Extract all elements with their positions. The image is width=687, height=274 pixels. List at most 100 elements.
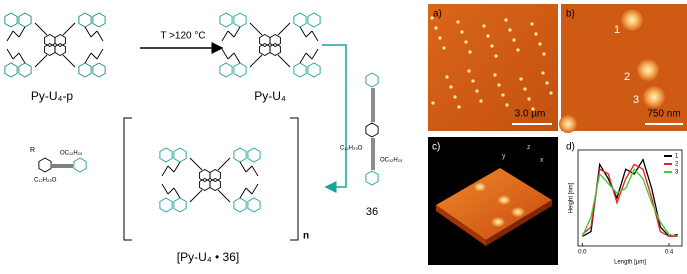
bond	[161, 183, 169, 195]
bond	[84, 26, 92, 38]
axis-letter: y	[502, 153, 506, 160]
bond	[245, 187, 253, 195]
afm-dot	[438, 36, 442, 40]
ring	[247, 197, 261, 213]
spot-label: 2	[624, 71, 630, 83]
bond	[239, 161, 247, 173]
ring	[173, 197, 187, 213]
ring	[219, 62, 233, 78]
side-chain: C₁₂H₂₅O	[34, 178, 57, 184]
ring	[269, 42, 281, 57]
afm-dot	[442, 46, 446, 50]
ring	[365, 170, 379, 186]
afm-dot	[501, 93, 505, 97]
ring	[4, 62, 18, 78]
ring	[44, 33, 56, 48]
afm-surface-edge	[436, 205, 486, 246]
afm-dot	[530, 22, 534, 26]
bond	[6, 48, 14, 60]
bond	[299, 26, 307, 38]
ring	[199, 177, 211, 192]
ring	[269, 33, 281, 48]
guest-label: 36	[366, 206, 378, 218]
afm-particle	[473, 182, 487, 192]
ring	[209, 177, 221, 192]
x-tick-label: 0.0	[578, 250, 587, 256]
scale-label: 750 nm	[647, 109, 680, 120]
bracket-right	[290, 117, 299, 241]
bond	[62, 22, 76, 36]
bond	[96, 30, 104, 42]
afm-dot	[468, 50, 472, 54]
profile-line	[581, 168, 678, 238]
side-chain: OC₁₂H₂₅	[380, 158, 403, 164]
bond	[62, 54, 76, 68]
ring	[78, 62, 92, 78]
afm-dot	[516, 48, 520, 52]
afm-dot	[471, 79, 475, 83]
afm-dot	[493, 73, 497, 77]
ring	[159, 197, 173, 213]
bond	[34, 54, 48, 68]
ring	[92, 62, 106, 78]
bond	[249, 54, 263, 68]
ring	[233, 147, 247, 163]
panel-label: c)	[432, 142, 440, 153]
x-axis-label: Length [µm]	[614, 260, 646, 266]
afm-dot	[541, 71, 545, 75]
bond	[189, 157, 203, 171]
bond	[251, 165, 259, 177]
ring	[4, 12, 18, 28]
bond	[167, 165, 175, 173]
bond	[305, 52, 313, 60]
afm-dot	[430, 16, 434, 20]
afm-dot	[504, 18, 508, 22]
afm-dot	[479, 99, 483, 103]
ring	[209, 168, 221, 183]
afm-particle	[621, 9, 643, 31]
panel-label: d)	[566, 142, 575, 153]
end-group: R	[30, 147, 35, 154]
bond	[227, 30, 235, 38]
ring	[219, 12, 233, 28]
afm-image-a	[428, 4, 558, 131]
legend-label: 3	[675, 170, 679, 176]
ring	[233, 62, 247, 78]
afm-particle	[637, 59, 659, 81]
afm-particle	[497, 195, 511, 205]
bond	[239, 187, 247, 199]
bond	[221, 48, 229, 60]
bond	[311, 30, 319, 42]
ring	[365, 72, 379, 88]
afm-particle	[511, 207, 525, 217]
ring	[293, 62, 307, 78]
afm-dot	[456, 20, 460, 24]
afm-dot	[482, 24, 486, 28]
ring	[44, 42, 56, 57]
ring	[173, 147, 187, 163]
afm-dot	[490, 44, 494, 48]
afm-dot	[534, 32, 538, 36]
bond	[18, 26, 26, 38]
ring	[293, 12, 307, 28]
afm-dot	[475, 89, 479, 93]
bond	[18, 52, 26, 64]
bond	[6, 30, 14, 42]
bracket-left	[123, 117, 132, 241]
ring	[38, 157, 52, 173]
bond	[311, 48, 319, 60]
ring	[199, 168, 211, 183]
afm-dot	[519, 77, 523, 81]
afm-dot	[445, 75, 449, 79]
afm-surface-edge	[486, 200, 552, 246]
ring	[259, 42, 271, 57]
bond	[173, 161, 181, 173]
ring	[247, 147, 261, 163]
afm-dot	[431, 101, 435, 105]
ring	[54, 33, 66, 48]
afm-dot	[527, 97, 531, 101]
bond	[189, 189, 203, 203]
ring	[78, 12, 92, 28]
afm-dot	[545, 81, 549, 85]
